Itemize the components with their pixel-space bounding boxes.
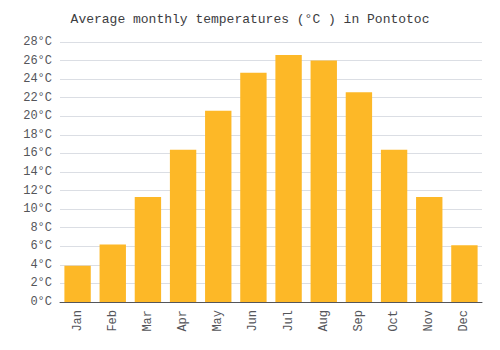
svg-text:10°C: 10°C [23, 202, 52, 216]
svg-text:Nov: Nov [422, 310, 436, 332]
svg-text:20°C: 20°C [23, 109, 52, 123]
svg-text:Jul: Jul [282, 310, 296, 332]
svg-text:22°C: 22°C [23, 91, 52, 105]
svg-text:Jun: Jun [246, 310, 260, 332]
svg-text:May: May [211, 310, 225, 332]
svg-text:Apr: Apr [176, 310, 190, 332]
svg-text:24°C: 24°C [23, 72, 52, 86]
svg-text:0°C: 0°C [30, 295, 52, 309]
svg-text:16°C: 16°C [23, 146, 52, 160]
svg-text:Feb: Feb [106, 310, 120, 332]
svg-text:Aug: Aug [317, 310, 331, 332]
svg-text:Average monthly temperatures (: Average monthly temperatures (°C ) in Po… [71, 12, 430, 27]
svg-text:4°C: 4°C [30, 258, 52, 272]
svg-text:Mar: Mar [141, 310, 155, 332]
svg-text:Oct: Oct [387, 310, 401, 332]
svg-text:14°C: 14°C [23, 165, 52, 179]
svg-text:2°C: 2°C [30, 276, 52, 290]
svg-text:Sep: Sep [352, 310, 366, 332]
svg-text:8°C: 8°C [30, 221, 52, 235]
svg-text:Dec: Dec [457, 310, 471, 332]
svg-text:26°C: 26°C [23, 54, 52, 68]
svg-text:18°C: 18°C [23, 128, 52, 142]
svg-text:Jan: Jan [71, 310, 85, 332]
svg-text:12°C: 12°C [23, 184, 52, 198]
svg-text:28°C: 28°C [23, 35, 52, 49]
svg-text:6°C: 6°C [30, 239, 52, 253]
